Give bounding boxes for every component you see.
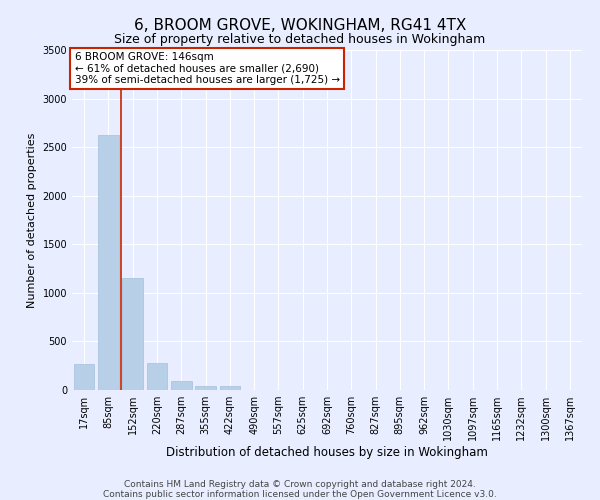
Text: 6, BROOM GROVE, WOKINGHAM, RG41 4TX: 6, BROOM GROVE, WOKINGHAM, RG41 4TX [134,18,466,32]
Bar [74,364,94,390]
Bar [220,386,240,390]
Bar [146,363,167,390]
Text: 6 BROOM GROVE: 146sqm
← 61% of detached houses are smaller (2,690)
39% of semi-d: 6 BROOM GROVE: 146sqm ← 61% of detached … [74,52,340,85]
Text: Contains HM Land Registry data © Crown copyright and database right 2024.
Contai: Contains HM Land Registry data © Crown c… [103,480,497,499]
Bar [122,278,143,390]
Text: Size of property relative to detached houses in Wokingham: Size of property relative to detached ho… [115,32,485,46]
Bar [171,382,191,390]
Y-axis label: Number of detached properties: Number of detached properties [27,132,37,308]
X-axis label: Distribution of detached houses by size in Wokingham: Distribution of detached houses by size … [166,446,488,459]
Bar [195,386,216,390]
Bar [98,134,119,390]
